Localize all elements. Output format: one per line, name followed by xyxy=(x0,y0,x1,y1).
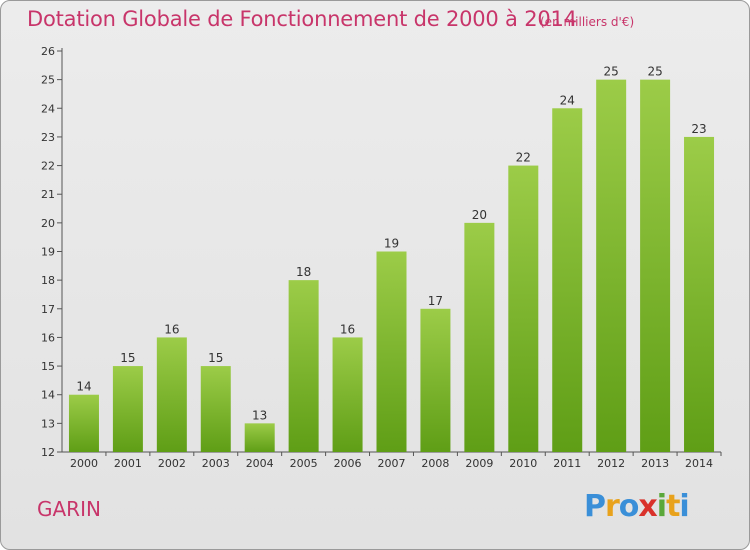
data-label-2012: 25 xyxy=(604,65,619,79)
bar-2007 xyxy=(376,251,407,452)
data-label-2008: 17 xyxy=(428,294,443,308)
chart-subtitle: (en milliers d'€) xyxy=(540,15,635,29)
y-tick-label: 17 xyxy=(41,303,55,316)
data-label-2004: 13 xyxy=(252,408,267,422)
y-tick-label: 21 xyxy=(41,188,55,201)
bar-2002 xyxy=(156,337,187,452)
y-tick-label: 15 xyxy=(41,360,55,373)
y-tick-label: 18 xyxy=(41,274,55,287)
x-tick-label-2002: 2002 xyxy=(158,457,186,470)
y-tick-label: 25 xyxy=(41,74,55,87)
logo-letter: i xyxy=(679,489,689,524)
x-tick-label-2010: 2010 xyxy=(509,457,537,470)
y-tick-label: 23 xyxy=(41,131,55,144)
x-tick-label-2007: 2007 xyxy=(378,457,406,470)
bar-2004 xyxy=(244,423,275,452)
logo-letter: r xyxy=(605,489,620,524)
data-label-2000: 14 xyxy=(76,380,91,394)
logo-letter: o xyxy=(618,489,640,524)
x-tick-label-2003: 2003 xyxy=(202,457,230,470)
logo-letter: P xyxy=(584,489,606,524)
chart-title: Dotation Globale de Fonctionnement de 20… xyxy=(27,7,577,31)
y-tick-label: 26 xyxy=(41,45,55,58)
data-label-2006: 16 xyxy=(340,322,355,336)
bar-2010 xyxy=(508,165,539,453)
data-label-2010: 22 xyxy=(516,151,531,165)
bar-2001 xyxy=(112,366,143,452)
data-label-2007: 19 xyxy=(384,237,399,251)
y-tick-label: 13 xyxy=(41,417,55,430)
x-tick-label-2006: 2006 xyxy=(334,457,362,470)
x-tick-label-2008: 2008 xyxy=(421,457,449,470)
proxiti-logo[interactable]: Proxiti xyxy=(584,489,690,524)
data-label-2001: 15 xyxy=(120,351,135,365)
y-tick-label: 14 xyxy=(41,389,55,402)
bar-2013 xyxy=(640,79,671,453)
x-tick-label-2001: 2001 xyxy=(114,457,142,470)
logo-letter: i xyxy=(656,489,667,524)
bar-2012 xyxy=(596,79,627,453)
data-label-2002: 16 xyxy=(164,322,179,336)
bar-2000 xyxy=(68,394,99,452)
commune-name: GARIN xyxy=(37,497,101,521)
x-tick-label-2004: 2004 xyxy=(246,457,274,470)
bar-2014 xyxy=(684,136,715,452)
bar-2008 xyxy=(420,308,451,452)
y-tick-label: 19 xyxy=(41,246,55,259)
y-tick-label: 22 xyxy=(41,160,55,173)
data-label-2013: 25 xyxy=(647,65,662,79)
data-label-2009: 20 xyxy=(472,208,487,222)
bar-2006 xyxy=(332,337,363,452)
data-label-2005: 18 xyxy=(296,265,311,279)
bar-2003 xyxy=(200,366,231,452)
x-tick-label-2011: 2011 xyxy=(553,457,581,470)
y-tick-label: 16 xyxy=(41,331,55,344)
data-label-2011: 24 xyxy=(560,93,575,107)
data-label-2003: 15 xyxy=(208,351,223,365)
bar-2009 xyxy=(464,222,495,452)
y-tick-label: 20 xyxy=(41,217,55,230)
x-tick-label-2014: 2014 xyxy=(685,457,713,470)
bar-2005 xyxy=(288,280,319,452)
bar-2011 xyxy=(552,108,583,453)
x-tick-label-2009: 2009 xyxy=(465,457,493,470)
y-tick-label: 24 xyxy=(41,102,55,115)
x-tick-label-2012: 2012 xyxy=(597,457,625,470)
y-tick-label: 12 xyxy=(41,446,55,459)
logo-letter: t xyxy=(666,489,680,524)
x-tick-label-2005: 2005 xyxy=(290,457,318,470)
data-label-2014: 23 xyxy=(691,122,706,136)
logo-letter: x xyxy=(638,489,657,524)
x-tick-label-2013: 2013 xyxy=(641,457,669,470)
x-tick-label-2000: 2000 xyxy=(70,457,98,470)
